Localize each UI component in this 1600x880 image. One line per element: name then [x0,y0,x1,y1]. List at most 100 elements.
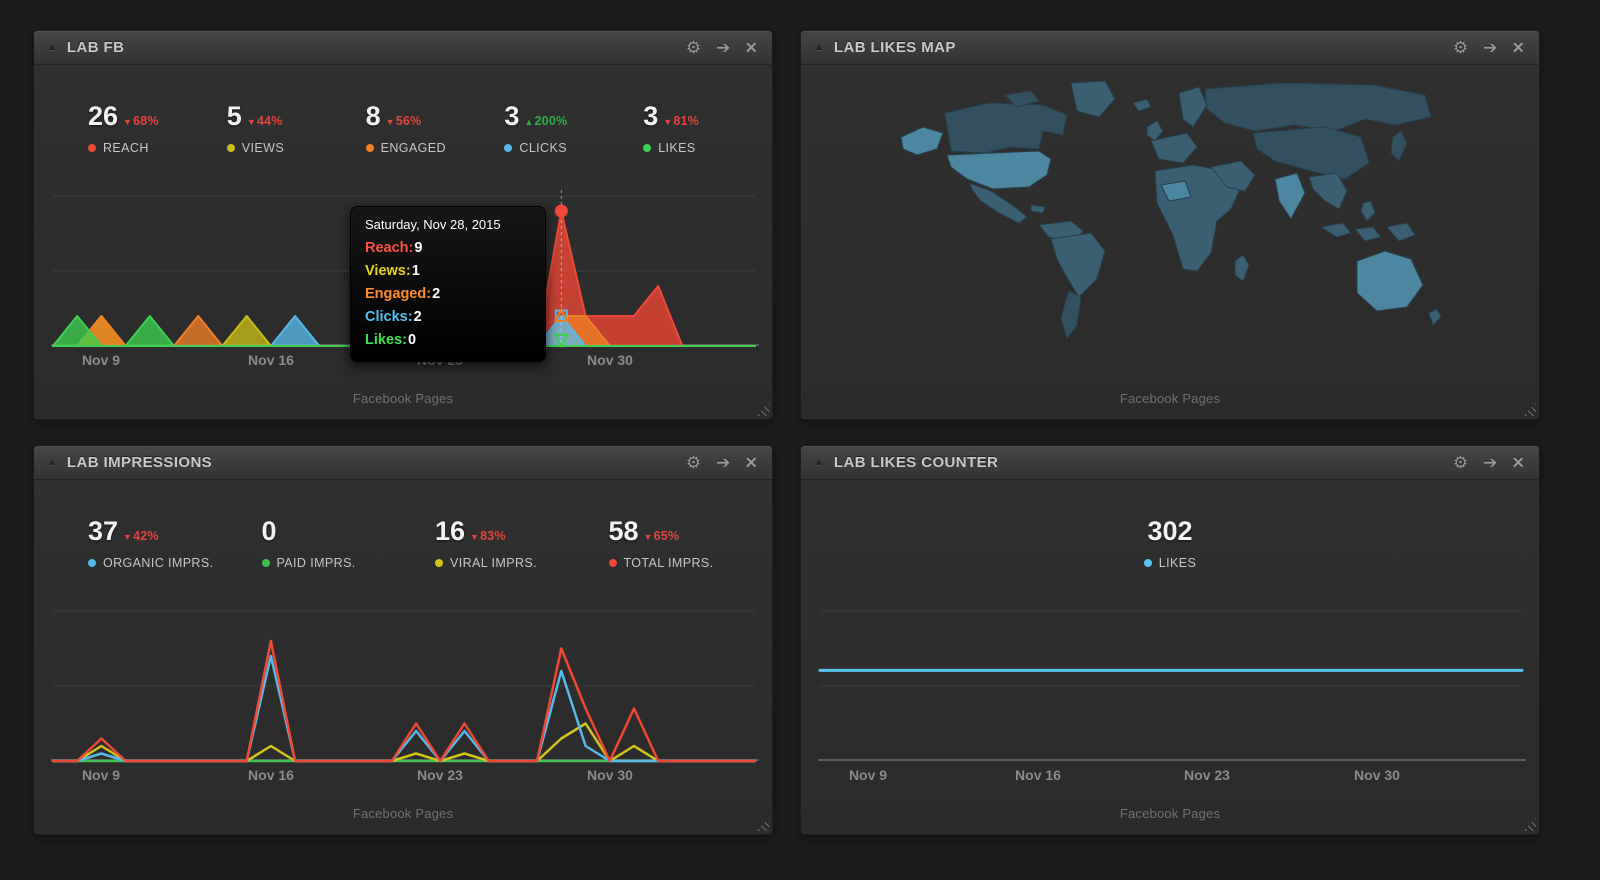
stat-likes-counter: 302 LIKES [1143,516,1196,570]
stat-value: 3 [504,101,520,131]
widget-lab-likes-counter: ▲ LAB LIKES COUNTER ⚙ ➔ × 302 LIKES Nov … [800,445,1540,835]
widget-header[interactable]: ▲ LAB LIKES COUNTER ⚙ ➔ × [801,446,1539,480]
x-axis-label: Nov 16 [248,767,294,783]
settings-gear-icon[interactable]: ⚙ [1452,453,1469,472]
widget-lab-likes-map: ▲ LAB LIKES MAP ⚙ ➔ × [800,30,1540,420]
legend-dot [365,144,374,152]
country-philippines[interactable] [1360,200,1376,222]
stat-delta: ▲200% [524,114,568,128]
widget-header[interactable]: ▲ LAB FB ⚙ ➔ × [34,31,772,65]
country-iceland[interactable] [1132,98,1152,112]
x-axis-label: Nov 30 [587,767,633,783]
stat-organic-imprs: 37 ▼42% ORGANIC IMPRS. [56,516,230,570]
collapse-icon[interactable]: ▲ [814,42,824,53]
collapse-icon[interactable]: ▲ [47,457,57,468]
country-uk[interactable] [1146,120,1164,142]
stat-value: 37 [88,516,119,546]
x-axis-label: Nov 23 [417,767,463,783]
tooltip-row: Engaged2 [365,283,531,306]
region-arctic-islands[interactable] [1004,90,1040,108]
region-middle-east[interactable] [1210,160,1256,192]
region-europe[interactable] [1150,132,1198,164]
country-indonesia-east[interactable] [1354,226,1382,242]
x-axis-label: Nov 30 [587,352,633,368]
country-alaska[interactable] [900,126,944,156]
collapse-icon[interactable]: ▲ [47,42,57,53]
stat-value: 16 [435,516,466,546]
country-mexico[interactable] [968,182,1028,224]
widget-header[interactable]: ▲ LAB LIKES MAP ⚙ ➔ × [801,31,1539,65]
x-axis-label: Nov 9 [81,767,121,783]
x-axis-label: Nov 30 [1354,767,1400,783]
chart-tooltip: Saturday, Nov 28, 2015 Reach9 Views1 Eng… [350,206,546,362]
stat-delta [282,529,283,543]
settings-gear-icon[interactable]: ⚙ [1452,38,1469,57]
collapse-icon[interactable]: ▲ [814,457,824,468]
tooltip-date: Saturday, Nov 28, 2015 [365,217,501,232]
country-china[interactable] [1252,126,1370,180]
stat-label: CLICKS [519,141,567,155]
widget-header[interactable]: ▲ LAB IMPRESSIONS ⚙ ➔ × [34,446,772,480]
country-argentina[interactable] [1060,290,1082,340]
stats-row: 26 ▼68% REACH 5 ▼44% VIEWS 8 ▼56% [56,101,750,155]
stat-likes: 3 ▼81% LIKES [611,101,750,155]
likes-counter-line-chart[interactable] [818,610,1526,761]
close-icon[interactable]: × [745,36,757,59]
stat-label: REACH [103,141,149,155]
stat-label: ENGAGED [380,141,446,155]
x-axis-label: Nov 16 [1015,767,1061,783]
country-greenland[interactable] [1070,80,1116,118]
forward-arrow-icon[interactable]: ➔ [716,453,731,472]
settings-gear-icon[interactable]: ⚙ [685,38,702,57]
country-australia[interactable] [1356,250,1424,312]
stat-label: VIEWS [241,141,285,155]
counter-chart-plot: Nov 9 Nov 16 Nov 23 Nov 30 [818,610,1526,783]
stat-value: 0 [261,516,277,546]
country-russia[interactable] [1204,82,1432,132]
close-icon[interactable]: × [745,451,757,474]
country-cuba[interactable] [1030,204,1046,214]
impressions-chart-plot: Nov 9 Nov 16 Nov 23 Nov 30 [51,610,759,783]
stat-delta: ▼65% [643,529,680,543]
widget-title: LAB IMPRESSIONS [66,454,213,471]
legend-dot [1143,559,1152,567]
stat-clicks: 3 ▲200% CLICKS [472,101,611,155]
stats-row: 37 ▼42% ORGANIC IMPRS. 0 PAID IMPRS. 16 … [56,516,750,570]
country-new-guinea[interactable] [1386,222,1416,242]
widget-title: LAB FB [66,39,125,56]
country-japan[interactable] [1390,130,1408,162]
stat-label: LIKES [658,141,696,155]
country-india[interactable] [1274,172,1306,220]
widget-source-label: Facebook Pages [352,806,454,821]
country-indonesia-west[interactable] [1320,222,1352,238]
forward-arrow-icon[interactable]: ➔ [1483,38,1498,57]
stat-label: ORGANIC IMPRS. [103,556,214,570]
country-madagascar[interactable] [1234,254,1250,282]
close-icon[interactable]: × [1512,36,1524,59]
stat-label: VIRAL IMPRS. [450,556,537,570]
stat-engaged: 8 ▼56% ENGAGED [334,101,473,155]
legend-dot [504,144,513,152]
stat-delta: ▼68% [123,114,159,128]
country-canada[interactable] [944,102,1068,154]
stat-delta: ▼56% [385,114,422,128]
close-icon[interactable]: × [1512,451,1524,474]
region-southeast-asia[interactable] [1308,172,1348,210]
x-axis-label: Nov 16 [248,352,294,368]
country-brazil[interactable] [1050,232,1106,298]
forward-arrow-icon[interactable]: ➔ [1483,453,1498,472]
country-new-zealand[interactable] [1428,308,1442,326]
impressions-line-chart[interactable] [51,610,759,763]
country-usa[interactable] [946,150,1052,190]
region-scandinavia[interactable] [1178,86,1208,128]
legend-dot [88,559,96,567]
stat-value: 8 [365,101,381,131]
settings-gear-icon[interactable]: ⚙ [685,453,702,472]
region-west-africa[interactable] [1160,180,1192,202]
stat-delta: ▼42% [123,529,159,543]
legend-dot [435,559,443,567]
widget-title: LAB LIKES COUNTER [833,454,999,471]
stat-reach: 26 ▼68% REACH [56,101,195,155]
forward-arrow-icon[interactable]: ➔ [716,38,731,57]
